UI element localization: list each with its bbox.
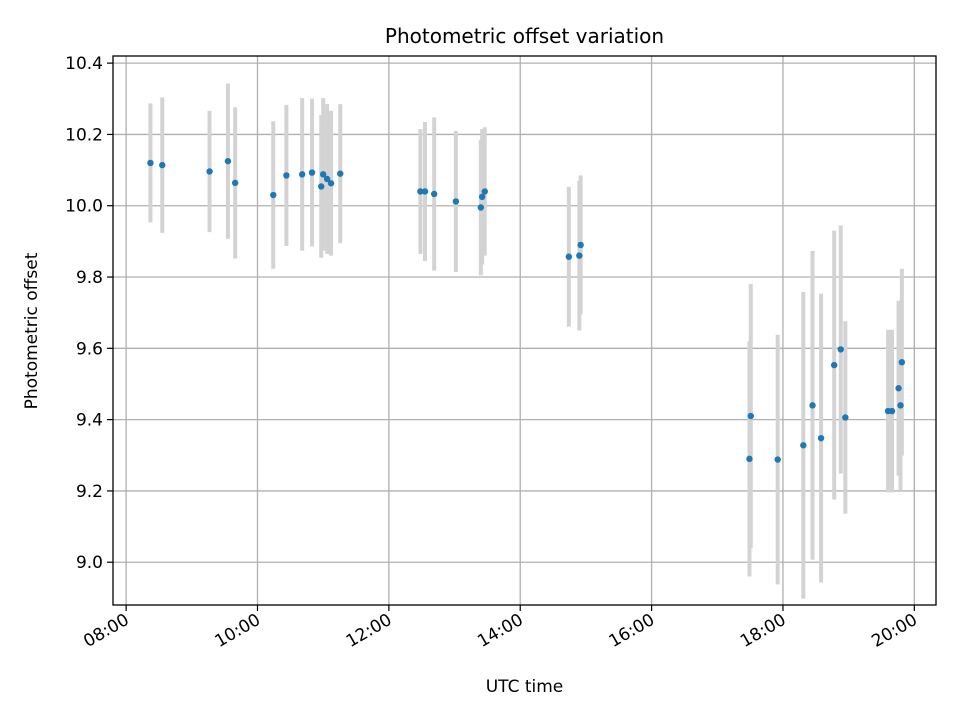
data-point <box>481 188 488 195</box>
x-tick-label: 16:00 <box>606 610 658 652</box>
data-point <box>477 204 485 211</box>
data-point <box>897 402 904 409</box>
data-point <box>830 361 838 369</box>
data-point <box>576 252 583 259</box>
data-point <box>318 183 325 190</box>
data-point <box>774 456 781 463</box>
plot-frame <box>112 55 937 606</box>
y-tick-label: 9.0 <box>76 553 103 573</box>
data-point <box>800 442 807 449</box>
y-tick-label: 10.0 <box>65 197 103 217</box>
data-point <box>421 188 429 195</box>
data-point <box>898 359 906 366</box>
data-point <box>430 190 438 198</box>
data-point <box>747 412 754 420</box>
data-point <box>337 170 344 177</box>
error-bars <box>148 83 904 599</box>
data-point <box>159 161 166 169</box>
data-point <box>308 169 316 176</box>
data-point <box>147 159 154 167</box>
data-point <box>577 241 584 249</box>
y-tick-label: 9.2 <box>76 482 103 502</box>
data-point <box>327 180 335 187</box>
data-point <box>231 179 239 187</box>
data-point <box>319 171 327 178</box>
data-point <box>817 434 825 442</box>
grid <box>113 56 936 605</box>
data-point <box>298 171 306 178</box>
data-point <box>283 172 290 179</box>
data-point <box>270 191 277 199</box>
data-point <box>888 407 896 415</box>
y-tick-label: 10.4 <box>65 54 103 74</box>
data-point <box>452 198 460 205</box>
data-point <box>323 175 331 183</box>
x-tick-label: 08:00 <box>80 610 132 652</box>
x-axis-title: UTC time <box>486 677 564 697</box>
y-tick-label: 10.2 <box>65 125 103 145</box>
data-point <box>478 193 486 201</box>
data-point <box>417 188 424 195</box>
data-point <box>746 455 753 463</box>
x-tick-label: 14:00 <box>474 610 526 652</box>
y-tick-label: 9.4 <box>76 411 103 431</box>
x-tick-label: 12:00 <box>343 610 395 652</box>
data-point <box>837 346 844 353</box>
data-point <box>809 402 816 409</box>
data-point <box>895 385 902 392</box>
data-points <box>147 157 906 463</box>
y-axis-title: Photometric offset <box>22 252 42 409</box>
x-tick-label: 20:00 <box>868 610 920 652</box>
data-point <box>565 253 573 260</box>
data-point <box>842 414 849 421</box>
data-point <box>224 157 232 165</box>
x-tick-label: 18:00 <box>737 610 789 652</box>
y-tick-label: 9.8 <box>76 268 103 288</box>
y-tick-label: 9.6 <box>76 339 103 359</box>
x-tick-label: 10:00 <box>212 610 264 652</box>
data-point <box>206 168 213 175</box>
chart-title: Photometric offset variation <box>385 24 664 48</box>
